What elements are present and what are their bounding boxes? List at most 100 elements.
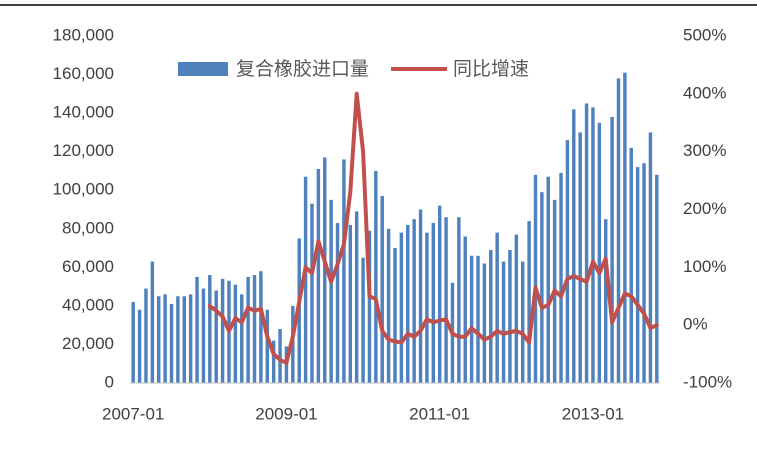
bar bbox=[578, 132, 582, 383]
x-tick-label: 2011-01 bbox=[409, 404, 470, 423]
bar bbox=[501, 261, 506, 383]
bar bbox=[150, 261, 155, 383]
y2-tick-label: 100% bbox=[683, 257, 726, 276]
bar bbox=[131, 302, 135, 383]
bar bbox=[361, 257, 365, 383]
bar bbox=[246, 276, 250, 383]
bar bbox=[271, 340, 276, 383]
bar bbox=[629, 147, 633, 383]
bar bbox=[348, 224, 353, 383]
bar bbox=[514, 234, 519, 383]
bar bbox=[144, 288, 148, 383]
bar bbox=[335, 222, 340, 383]
bar bbox=[655, 174, 659, 383]
legend-label: 同比增速 bbox=[453, 58, 529, 80]
bar bbox=[527, 221, 531, 383]
bar bbox=[214, 290, 218, 383]
bar bbox=[591, 107, 595, 384]
legend-label: 复合橡胶进口量 bbox=[236, 58, 369, 80]
bar bbox=[495, 232, 499, 383]
bar bbox=[367, 230, 372, 383]
x-tick-label: 2009-01 bbox=[255, 404, 317, 423]
bar bbox=[399, 232, 404, 383]
bar bbox=[584, 103, 589, 383]
y-tick-label: 80,000 bbox=[62, 218, 114, 237]
bar bbox=[616, 78, 621, 384]
y-tick-label: 40,000 bbox=[62, 295, 114, 314]
y-tick-label: 160,000 bbox=[53, 64, 114, 83]
bar bbox=[303, 176, 308, 383]
y-tick-label: 60,000 bbox=[62, 257, 114, 276]
bar bbox=[412, 219, 416, 383]
bar bbox=[469, 255, 474, 383]
bar bbox=[610, 116, 614, 383]
y2-tick-label: 200% bbox=[683, 199, 726, 218]
bar bbox=[463, 236, 467, 383]
bar bbox=[163, 294, 167, 383]
bar bbox=[157, 296, 161, 383]
bar bbox=[393, 248, 397, 383]
bar bbox=[559, 172, 563, 383]
bar bbox=[169, 303, 174, 383]
bar bbox=[546, 176, 550, 383]
y-tick-label: 140,000 bbox=[53, 103, 114, 122]
bar bbox=[520, 261, 525, 383]
y2-tick-label: 500% bbox=[683, 25, 726, 44]
bar bbox=[195, 276, 199, 383]
bar bbox=[176, 296, 180, 383]
bar bbox=[201, 288, 206, 383]
bar bbox=[316, 169, 321, 383]
line-series bbox=[207, 91, 659, 365]
bar bbox=[489, 249, 493, 383]
y2-tick-label: 0% bbox=[683, 315, 708, 334]
y2-tick-label: 300% bbox=[683, 141, 726, 160]
bar bbox=[623, 72, 627, 383]
bar bbox=[533, 174, 538, 383]
bar bbox=[418, 209, 423, 383]
bar bbox=[457, 217, 461, 383]
x-tick-label: 2013-01 bbox=[562, 404, 624, 423]
bar bbox=[354, 211, 359, 383]
bar bbox=[137, 309, 142, 383]
bar bbox=[208, 275, 212, 383]
y-tick-label: 20,000 bbox=[62, 334, 114, 353]
bar bbox=[476, 255, 480, 383]
bar bbox=[233, 284, 238, 383]
bar bbox=[597, 122, 602, 383]
y-tick-label: 120,000 bbox=[53, 141, 114, 160]
bar bbox=[220, 278, 225, 383]
y-tick-label: 100,000 bbox=[53, 180, 114, 199]
bar bbox=[635, 167, 640, 383]
bar bbox=[240, 294, 244, 383]
bar bbox=[329, 199, 333, 383]
bar bbox=[374, 170, 378, 383]
bar bbox=[603, 219, 608, 383]
bar bbox=[323, 157, 327, 383]
y-tick-label: 0 bbox=[105, 372, 114, 391]
bar bbox=[310, 203, 314, 383]
bar bbox=[565, 140, 570, 383]
bar bbox=[437, 205, 442, 383]
bar bbox=[342, 159, 346, 383]
bar bbox=[259, 271, 263, 383]
bar bbox=[648, 132, 653, 383]
bar bbox=[431, 222, 436, 383]
bar bbox=[406, 224, 410, 383]
bar bbox=[482, 263, 487, 383]
bar bbox=[278, 329, 282, 383]
bar bbox=[265, 309, 270, 383]
bar bbox=[540, 192, 544, 383]
bar bbox=[425, 232, 429, 383]
legend-swatch bbox=[178, 62, 228, 76]
bar bbox=[188, 294, 193, 383]
y2-tick-label: -100% bbox=[683, 372, 732, 391]
bar bbox=[182, 296, 187, 383]
bar bbox=[572, 109, 576, 383]
x-tick-label: 2007-01 bbox=[102, 404, 164, 423]
bar bbox=[252, 275, 257, 383]
bar bbox=[380, 196, 384, 383]
bar bbox=[444, 217, 448, 383]
bar bbox=[642, 163, 646, 383]
y-tick-label: 180,000 bbox=[53, 25, 114, 44]
